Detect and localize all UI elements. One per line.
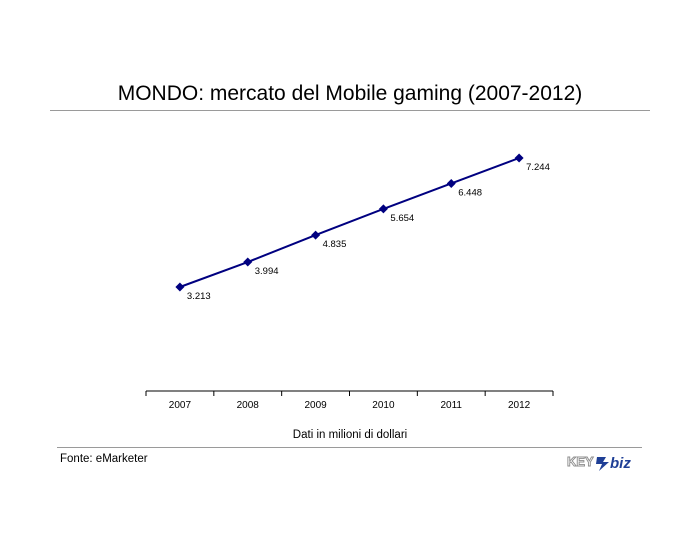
- key4biz-logo: KEY biz: [567, 454, 632, 472]
- x-axis: 2007 2008 2009 2010 2011 2012: [145, 390, 554, 411]
- x-tick-label: 2012: [508, 400, 531, 411]
- data-label: 4.835: [323, 239, 347, 250]
- data-point-marker: [175, 282, 185, 292]
- svg-text:KEY: KEY: [567, 454, 594, 469]
- x-tick-label: 2007: [169, 400, 192, 411]
- data-label: 5.654: [390, 213, 414, 224]
- data-label: 6.448: [458, 187, 482, 198]
- series-line: [179, 157, 520, 288]
- footer-divider: [57, 447, 642, 448]
- data-point-marker: [514, 153, 524, 163]
- data-point-marker: [243, 257, 253, 267]
- svg-text:biz: biz: [610, 455, 631, 472]
- x-tick-label: 2011: [440, 400, 462, 411]
- data-markers: [175, 153, 524, 292]
- x-tick-label: 2008: [237, 400, 260, 411]
- data-label: 3.213: [187, 291, 211, 302]
- data-label: 3.994: [255, 266, 279, 277]
- data-point-marker: [311, 230, 321, 240]
- source-text: Fonte: eMarketer: [60, 453, 148, 465]
- x-tick-label: 2010: [372, 400, 395, 411]
- series-line-group: [179, 157, 520, 288]
- data-point-marker: [378, 204, 388, 214]
- title-divider: [50, 110, 650, 111]
- chart-title: MONDO: mercato del Mobile gaming (2007-2…: [117, 82, 583, 105]
- data-label: 7.244: [526, 162, 550, 173]
- data-point-marker: [446, 178, 456, 188]
- unit-note: Dati in milioni di dollari: [292, 429, 408, 441]
- data-labels: 3.213 3.994 4.835 5.654 6.448 7.244: [187, 162, 550, 302]
- x-tick-label: 2009: [304, 400, 327, 411]
